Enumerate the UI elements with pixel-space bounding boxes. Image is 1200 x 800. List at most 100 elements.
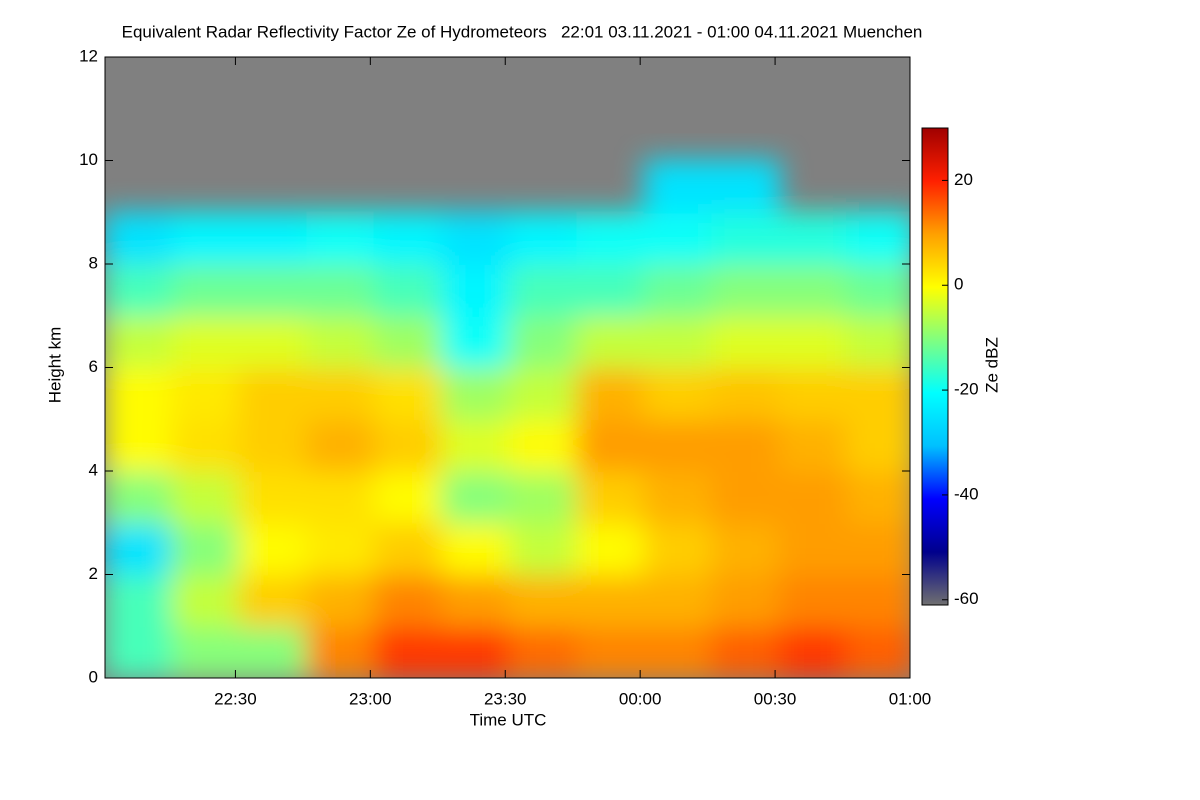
heatmap-cell <box>643 521 714 576</box>
heatmap-cell <box>373 521 444 576</box>
colorbar-tick-label: 20 <box>954 170 973 189</box>
heatmap-cell <box>441 470 511 524</box>
heatmap-cell <box>778 573 849 628</box>
heatmap-cell <box>576 521 646 576</box>
heatmap-cell <box>643 573 714 628</box>
heatmap-cell <box>508 314 579 369</box>
heatmap-cell <box>846 211 910 265</box>
heatmap-cell <box>576 366 646 421</box>
heatmap-cell <box>576 418 646 472</box>
heatmap-cell <box>238 625 309 678</box>
x-tick-label: 22:30 <box>214 689 257 708</box>
heatmap-cell <box>576 211 646 265</box>
heatmap-cell <box>105 314 174 369</box>
heatmap-cell <box>171 314 241 369</box>
y-tick-label: 8 <box>89 253 98 272</box>
heatmap-cell <box>171 521 241 576</box>
heatmap-cell <box>306 314 376 369</box>
heatmap-cell <box>373 263 444 317</box>
heatmap-cell <box>105 263 174 317</box>
heatmap-cells <box>105 159 910 678</box>
heatmap-cell <box>778 418 849 472</box>
heatmap-cell <box>238 263 309 317</box>
heatmap-cell <box>643 418 714 472</box>
heatmap-cell <box>711 573 781 628</box>
heatmap-cell <box>238 211 309 265</box>
heatmap-cell <box>306 211 376 265</box>
y-tick-label: 0 <box>89 667 98 686</box>
heatmap-cell <box>846 470 910 524</box>
heatmap-cell <box>105 625 174 678</box>
heatmap-cell <box>238 521 309 576</box>
heatmap-cell <box>508 521 579 576</box>
heatmap-cell <box>778 314 849 369</box>
heatmap-cell <box>576 470 646 524</box>
heatmap-cell <box>441 418 511 472</box>
heatmap-cell <box>373 573 444 628</box>
x-tick-label: 23:00 <box>349 689 392 708</box>
heatmap-cell <box>711 211 781 265</box>
y-axis-label: Height km <box>45 327 64 404</box>
heatmap-cell <box>441 366 511 421</box>
heatmap-cell <box>306 521 376 576</box>
y-tick-label: 10 <box>79 150 98 169</box>
chart-title: Equivalent Radar Reflectivity Factor Ze … <box>122 22 923 41</box>
heatmap-cell <box>105 573 174 628</box>
heatmap-cell <box>105 418 174 472</box>
heatmap-cell <box>643 159 714 214</box>
heatmap-cell <box>306 625 376 678</box>
heatmap-cell <box>105 470 174 524</box>
heatmap-cell <box>508 211 579 265</box>
heatmap-cell <box>441 573 511 628</box>
x-tick-label: 01:00 <box>889 689 932 708</box>
heatmap-cell <box>171 366 241 421</box>
colorbar-label: Ze dBZ <box>982 337 1001 393</box>
heatmap-cell <box>846 366 910 421</box>
y-tick-label: 12 <box>79 46 98 65</box>
heatmap-cell <box>508 418 579 472</box>
heatmap-cell <box>171 470 241 524</box>
heatmap-cell <box>105 366 174 421</box>
y-tick-label: 6 <box>89 357 98 376</box>
heatmap-cell <box>508 366 579 421</box>
heatmap-cell <box>306 573 376 628</box>
heatmap-cell <box>373 418 444 472</box>
heatmap-cell <box>846 625 910 678</box>
heatmap-cell <box>171 573 241 628</box>
heatmap-cell <box>778 263 849 317</box>
heatmap-cell <box>306 263 376 317</box>
heatmap-cell <box>576 573 646 628</box>
heatmap-cell <box>643 470 714 524</box>
x-tick-label: 00:00 <box>619 689 662 708</box>
heatmap-cell <box>711 625 781 678</box>
heatmap-cell <box>846 314 910 369</box>
heatmap-cell <box>643 314 714 369</box>
heatmap-cell <box>373 625 444 678</box>
heatmap-cell <box>105 211 174 265</box>
heatmap-cell <box>441 263 511 317</box>
heatmap-cell <box>778 521 849 576</box>
x-tick-label: 23:30 <box>484 689 527 708</box>
heatmap-cell <box>778 470 849 524</box>
heatmap-cell <box>576 625 646 678</box>
heatmap-cell <box>171 625 241 678</box>
colorbar-tick-label: -60 <box>954 589 979 608</box>
heatmap-cell <box>373 366 444 421</box>
x-axis-label: Time UTC <box>470 710 547 729</box>
heatmap-cell <box>238 470 309 524</box>
heatmap-cell <box>711 418 781 472</box>
heatmap-cell <box>306 418 376 472</box>
heatmap-cell <box>105 521 174 576</box>
heatmap-cell <box>711 470 781 524</box>
y-tick-label: 4 <box>89 460 98 479</box>
heatmap-cell <box>441 211 511 265</box>
heatmap-cell <box>711 314 781 369</box>
colorbar <box>921 127 949 606</box>
heatmap-cell <box>373 314 444 369</box>
colorbar-tick-label: -40 <box>954 484 979 503</box>
heatmap-cell <box>441 521 511 576</box>
heatmap-cell <box>576 314 646 369</box>
heatmap-cell <box>238 314 309 369</box>
heatmap-cell <box>846 263 910 317</box>
